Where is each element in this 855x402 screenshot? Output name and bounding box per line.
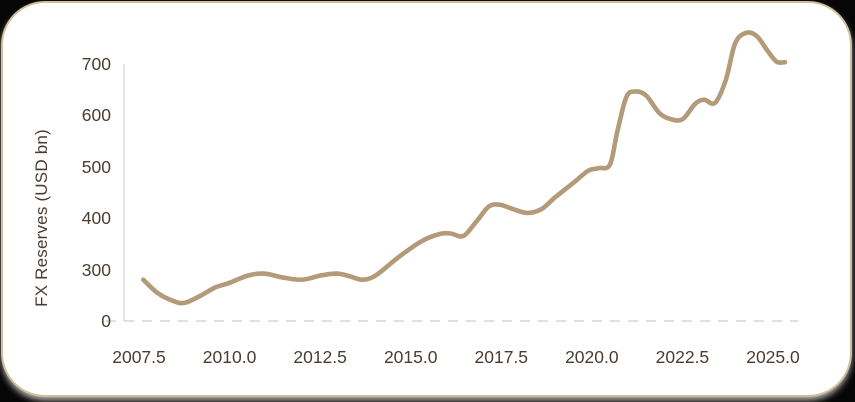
y-tick-label: 300 [81, 259, 111, 280]
x-tick-label: 2025.0 [746, 347, 800, 367]
x-tick-label: 2022.5 [655, 347, 710, 367]
x-tick-label: 2015.0 [383, 347, 438, 367]
y-tick-label: 500 [81, 156, 111, 177]
y-tick-label: 0 [101, 311, 111, 331]
x-tick-label: 2017.5 [474, 347, 529, 367]
fx-reserves-line [141, 30, 788, 306]
y-tick-label: 400 [81, 208, 111, 229]
y-tick-label: 600 [81, 105, 111, 126]
y-tick-label: 700 [81, 53, 111, 74]
x-tick-label: 2020.0 [565, 347, 619, 367]
x-tick-label: 2010.0 [202, 347, 257, 367]
x-tick-label: 2012.5 [293, 347, 347, 367]
x-tick-label: 2007.5 [112, 347, 166, 367]
